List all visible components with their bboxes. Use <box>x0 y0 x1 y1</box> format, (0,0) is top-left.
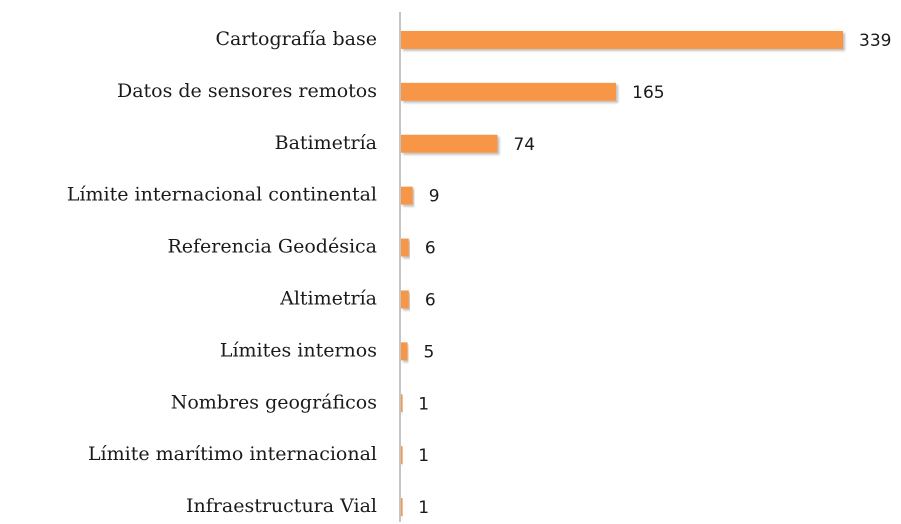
y-tick-label: Cartografía base <box>215 28 377 50</box>
bar <box>401 82 617 101</box>
y-tick-label: Altimetría <box>279 287 377 309</box>
y-tick-label: Límite internacional continental <box>67 184 377 206</box>
y-tick-label: Límites internos <box>220 339 377 361</box>
y-tick-label: Datos de sensores remotos <box>117 80 377 102</box>
value-label: 74 <box>513 135 535 155</box>
value-label: 6 <box>425 290 436 310</box>
bar <box>401 290 409 309</box>
y-tick-label: Referencia Geodésica <box>167 236 377 258</box>
value-label: 165 <box>632 83 664 103</box>
y-tick-label: Batimetría <box>275 132 377 154</box>
bar <box>401 342 408 361</box>
y-tick-label: Nombres geográficos <box>171 391 377 413</box>
bar <box>401 30 843 49</box>
y-tick-label: Infraestructura Vial <box>186 495 377 517</box>
value-label: 339 <box>859 31 891 51</box>
bar <box>401 134 498 153</box>
value-label: 1 <box>418 498 429 518</box>
value-label: 1 <box>418 394 429 414</box>
value-label: 6 <box>425 239 436 259</box>
bar <box>401 394 403 413</box>
bar <box>401 238 409 257</box>
bar <box>401 446 403 465</box>
value-label: 1 <box>418 446 429 466</box>
value-label: 5 <box>424 342 435 362</box>
value-label: 9 <box>429 187 440 207</box>
bar <box>401 186 413 205</box>
bar <box>401 498 403 517</box>
y-tick-label: Límite marítimo internacional <box>88 443 377 465</box>
